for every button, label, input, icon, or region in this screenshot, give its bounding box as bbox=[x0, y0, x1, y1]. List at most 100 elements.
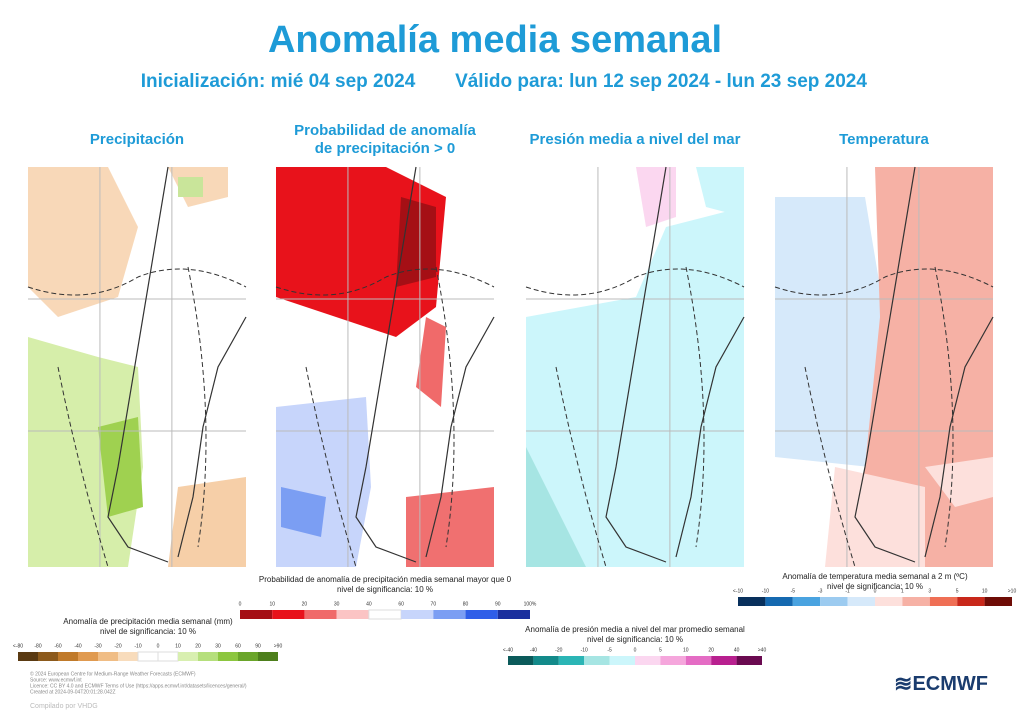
significance: nivel de significancia: 10 % bbox=[337, 585, 433, 594]
field bbox=[396, 197, 436, 287]
legend-title: Anomalía de precipitación media semanal … bbox=[63, 617, 233, 626]
legend-tick: 10 bbox=[982, 588, 988, 594]
map bbox=[525, 166, 745, 568]
legend-tick: 90 bbox=[255, 643, 261, 649]
swatch bbox=[78, 652, 98, 661]
swatch bbox=[465, 610, 498, 619]
swatch bbox=[929, 597, 958, 606]
field bbox=[775, 197, 885, 467]
swatch bbox=[792, 597, 821, 606]
credit: Licence: CC BY 4.0 and ECMWF Terms of Us… bbox=[30, 683, 247, 689]
swatch bbox=[957, 597, 985, 606]
swatch bbox=[218, 652, 238, 661]
legend-tick: 40 bbox=[734, 647, 740, 653]
coast bbox=[107, 166, 247, 563]
map bbox=[27, 166, 247, 568]
coast bbox=[355, 166, 495, 563]
significance: nivel de significancia: 10 % bbox=[827, 582, 923, 591]
field bbox=[168, 477, 246, 567]
legend-tick: -10 bbox=[762, 588, 769, 594]
legend-tick: -1 bbox=[845, 588, 850, 594]
legend-title: Anomalía de presión media a nivel del ma… bbox=[525, 625, 745, 634]
swatch bbox=[685, 656, 712, 665]
logo: ≋ECMWF bbox=[894, 671, 988, 696]
legend-tick: 70 bbox=[431, 601, 437, 607]
swatch bbox=[272, 610, 305, 619]
swatch bbox=[875, 597, 903, 606]
legend-tick: -3 bbox=[818, 588, 823, 594]
swatch bbox=[304, 610, 337, 619]
swatch bbox=[368, 609, 402, 620]
legend-tick: 60 bbox=[235, 643, 241, 649]
swatch bbox=[765, 597, 793, 606]
legend-title: Probabilidad de anomalía de precipitació… bbox=[259, 575, 512, 584]
coast bbox=[854, 166, 994, 563]
coast bbox=[605, 166, 745, 563]
swatch bbox=[558, 656, 585, 665]
legend-tick: >10 bbox=[1008, 588, 1017, 594]
legend-tick: 20 bbox=[302, 601, 308, 607]
legend-tick: 0 bbox=[874, 588, 877, 594]
legend-tick: -40 bbox=[530, 647, 537, 653]
field bbox=[696, 167, 744, 217]
swatch bbox=[240, 610, 273, 619]
swatch bbox=[336, 610, 369, 619]
panel-title: Probabilidad de anomalía de precipitación… bbox=[294, 122, 476, 157]
legend-tick: 100% bbox=[524, 601, 537, 607]
legend-tick: 0 bbox=[157, 643, 160, 649]
legend-tick: 0 bbox=[634, 647, 637, 653]
swatch bbox=[660, 656, 686, 665]
legend-tick: <-40 bbox=[503, 647, 513, 653]
swatch bbox=[533, 656, 559, 665]
swatch bbox=[984, 597, 1012, 606]
legend-tick: -5 bbox=[607, 647, 612, 653]
map bbox=[774, 166, 994, 568]
panel-title: Temperatura bbox=[839, 131, 929, 148]
legend-tick: 90 bbox=[495, 601, 501, 607]
panel-title: Precipitación bbox=[90, 131, 184, 148]
field bbox=[178, 177, 203, 197]
swatch bbox=[157, 651, 179, 662]
legend-tick: -10 bbox=[134, 643, 141, 649]
field bbox=[925, 457, 993, 507]
field bbox=[28, 167, 138, 317]
legend-tick: 20 bbox=[708, 647, 714, 653]
legend-tick: -30 bbox=[94, 643, 101, 649]
swatch bbox=[58, 652, 78, 661]
field bbox=[276, 397, 371, 567]
contour bbox=[275, 266, 495, 568]
swatch bbox=[738, 597, 766, 606]
legend-tick: 30 bbox=[215, 643, 221, 649]
swatch bbox=[508, 656, 534, 665]
credit: © 2024 European Centre for Medium-Range … bbox=[30, 670, 196, 677]
swatch bbox=[433, 610, 466, 619]
swatch bbox=[238, 652, 258, 661]
swatch bbox=[198, 652, 218, 661]
legend-tick: 20 bbox=[195, 643, 201, 649]
legend-tick: -20 bbox=[555, 647, 562, 653]
legend-title: Anomalía de temperatura media semanal a … bbox=[782, 572, 968, 581]
legend-tick: -10 bbox=[581, 647, 588, 653]
init: Inicialización: mié 04 sep 2024 bbox=[141, 71, 416, 92]
legend-tick: 10 bbox=[683, 647, 689, 653]
map bbox=[275, 166, 495, 568]
significance: nivel de significancia: 10 % bbox=[587, 635, 683, 644]
legend-tick: 3 bbox=[928, 588, 931, 594]
legend-tick: 5 bbox=[659, 647, 662, 653]
compiled: Compilado por VHDG bbox=[30, 703, 98, 710]
credit: Created at 2024-09-04T20:01:28.042Z bbox=[30, 689, 116, 695]
swatch bbox=[18, 652, 38, 661]
swatch bbox=[178, 652, 198, 661]
swatch bbox=[258, 652, 278, 661]
field bbox=[526, 207, 744, 567]
field bbox=[636, 167, 676, 227]
title-line: de precipitación > 0 bbox=[315, 140, 455, 157]
field bbox=[406, 487, 494, 567]
swatch bbox=[497, 610, 530, 619]
swatch bbox=[584, 656, 610, 665]
legend-tick: 1 bbox=[901, 588, 904, 594]
field bbox=[281, 487, 326, 537]
legend-tick: -60 bbox=[54, 643, 61, 649]
